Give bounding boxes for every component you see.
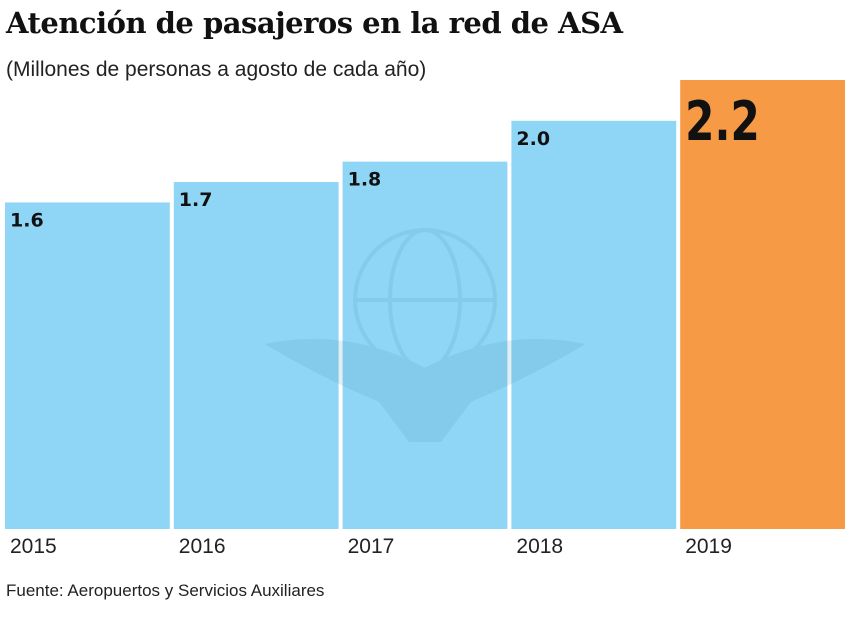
x-tick-label: 2017 [348,535,395,558]
value-label: 2.2 [685,91,760,153]
bar-2019 [680,80,845,529]
x-tick-label: 2016 [179,535,226,558]
x-tick-label: 2015 [10,535,57,558]
source-note: Fuente: Aeropuertos y Servicios Auxiliar… [6,581,325,600]
chart-title: Atención de pasajeros en la red de ASA [6,6,623,40]
bar-2015 [5,202,170,530]
value-label: 1.6 [10,209,44,231]
value-label: 1.7 [179,189,213,211]
x-tick-label: 2019 [685,535,732,558]
bar-2017 [342,161,508,530]
value-label: 1.8 [348,169,382,191]
x-tick-label: 2018 [516,535,563,558]
value-label: 2.0 [516,128,550,150]
chart-subtitle: (Millones de personas a agosto de cada a… [6,58,427,81]
bar-2018 [511,120,677,530]
bar-2016 [173,182,339,529]
watermark-logo [264,228,586,442]
